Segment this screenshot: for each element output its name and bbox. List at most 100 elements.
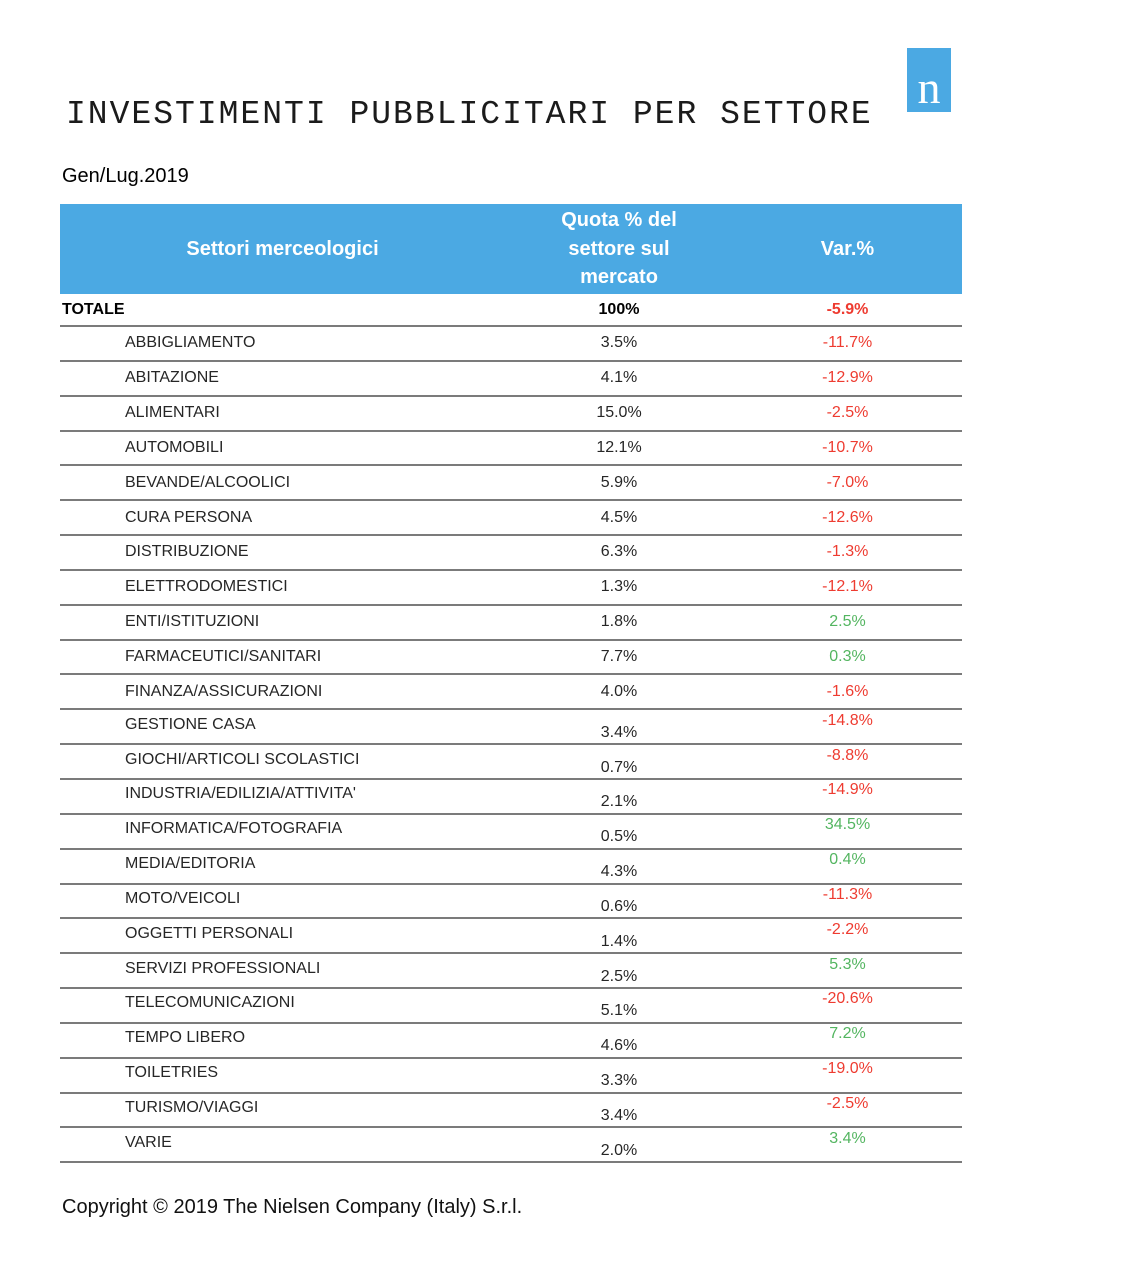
sector-name: TURISMO/VIAGGI [125,1098,259,1116]
table-row: MOTO/VEICOLI 0.6% -11.3% [60,885,962,920]
quota-value: 15.0% [596,404,642,422]
column-header-var: Var.% [820,237,875,260]
sector-name: MOTO/VEICOLI [125,889,241,907]
quota-value: 12.1% [596,438,642,456]
table-row: TURISMO/VIAGGI 3.4% -2.5% [60,1094,962,1129]
var-value: -12.6% [822,508,873,526]
column-header-quota: Quota % del settore sul mercato [561,209,677,289]
var-value: -1.6% [826,682,869,700]
sector-name: ABITAZIONE [125,369,219,387]
sector-name: INDUSTRIA/EDILIZIA/ATTIVITA' [125,785,356,803]
copyright: Copyright © 2019 The Nielsen Company (It… [62,1196,523,1218]
table-row: VARIE 2.0% 3.4% [60,1128,962,1164]
table-row: SERVIZI PROFESSIONALI 2.5% 5.3% [60,954,962,990]
sector-name: AUTOMOBILI [125,438,224,456]
sector-name: ABBIGLIAMENTO [125,334,256,352]
var-value: 7.2% [829,1025,866,1043]
quota-value: 0.6% [600,897,638,915]
quota-value: 1.8% [600,613,638,631]
var-value: -19.0% [822,1060,873,1078]
sector-name: FINANZA/ASSICURAZIONI [125,682,323,700]
quota-value: 0.5% [600,828,638,846]
var-value: 3.4% [829,1129,866,1147]
quota-value: 0.7% [600,758,638,776]
sector-name: FARMACEUTICI/SANITARI [125,648,322,666]
table-row: CURA PERSONA 4.5% -12.6% [60,501,962,537]
nielsen-logo: n [907,48,951,112]
table-row: INFORMATICA/FOTOGRAFIA 0.5% 34.5% [60,815,962,850]
var-value: -20.6% [822,990,873,1008]
quota-value: 5.9% [600,473,638,491]
var-value: 0.3% [829,648,866,666]
quota-value: 4.0% [600,682,638,700]
quota-value: 2.1% [600,793,638,811]
quota-value: 7.7% [600,648,638,666]
sector-name: TOILETRIES [125,1064,219,1082]
quota-value: 6.3% [600,543,638,561]
sector-name: INFORMATICA/FOTOGRAFIA [125,820,343,838]
quota-value: 1.4% [600,932,638,950]
sector-name: SERVIZI PROFESSIONALI [125,959,321,977]
page-title: INVESTIMENTI PUBBLICITARI PER SETTORE [66,96,873,133]
quota-value: 4.5% [600,508,638,526]
table-row: FARMACEUTICI/SANITARI 7.7% 0.3% [60,641,962,676]
table-row: GESTIONE CASA 3.4% -14.8% [60,710,962,746]
sector-name: GESTIONE CASA [125,715,256,733]
var-value: 0.4% [829,851,866,869]
table-header-row: Settori merceologici Quota % del settore… [60,204,962,294]
total-label: TOTALE [62,300,125,318]
var-value: 5.3% [829,955,866,973]
var-value: -1.3% [826,543,869,561]
var-value: -2.5% [826,404,869,422]
sector-name: OGGETTI PERSONALI [125,924,294,942]
var-value: -11.7% [822,334,873,352]
sector-name: ENTI/ISTITUZIONI [125,613,260,631]
table-row-total: TOTALE 100% -5.9% [60,294,962,327]
var-value: -14.8% [822,711,873,729]
sector-name: BEVANDE/ALCOOLICI [125,473,291,491]
total-quota-value: 100% [598,300,640,318]
var-value: -12.1% [822,578,873,596]
quota-value: 2.5% [600,967,638,985]
quota-value: 4.1% [600,369,638,387]
quota-value: 3.4% [600,1106,638,1124]
sector-table: Settori merceologici Quota % del settore… [60,204,962,1164]
table-row: ALIMENTARI 15.0% -2.5% [60,397,962,432]
table-row: TEMPO LIBERO 4.6% 7.2% [60,1024,962,1059]
table-row: BEVANDE/ALCOOLICI 5.9% -7.0% [60,466,962,502]
var-value: -14.9% [822,781,873,799]
var-value: -7.0% [826,473,869,491]
quota-value: 5.1% [600,1002,638,1020]
table-row: TELECOMUNICAZIONI 5.1% -20.6% [60,989,962,1024]
table-row: AUTOMOBILI 12.1% -10.7% [60,432,962,467]
table-row: GIOCHI/ARTICOLI SCOLASTICI 0.7% -8.8% [60,745,962,780]
quota-value: 2.0% [600,1141,638,1159]
total-var-value: -5.9% [826,300,869,318]
sector-name: VARIE [125,1133,172,1151]
quota-value: 3.4% [600,723,638,741]
table-row: ELETTRODOMESTICI 1.3% -12.1% [60,571,962,606]
sector-name: DISTRIBUZIONE [125,543,249,561]
quota-value: 1.3% [600,578,638,596]
sector-name: CURA PERSONA [125,508,253,526]
sector-name: MEDIA/EDITORIA [125,855,256,873]
table-row: ENTI/ISTITUZIONI 1.8% 2.5% [60,606,962,641]
table-row: INDUSTRIA/EDILIZIA/ATTIVITA' 2.1% -14.9% [60,780,962,815]
var-value: -10.7% [822,438,873,456]
var-value: 2.5% [829,613,866,631]
sector-name: TELECOMUNICAZIONI [125,994,295,1012]
var-value: -2.5% [826,1094,869,1112]
table-row: FINANZA/ASSICURAZIONI 4.0% -1.6% [60,675,962,711]
table-body: ABBIGLIAMENTO 3.5% -11.7% ABITAZIONE 4.1% -12… [60,327,962,1164]
nielsen-logo-letter: n [917,61,941,113]
table-row: OGGETTI PERSONALI 1.4% -2.2% [60,919,962,955]
sector-name: ALIMENTARI [125,404,220,422]
table-row: ABITAZIONE 4.1% -12.9% [60,362,962,397]
table-row: MEDIA/EDITORIA 4.3% 0.4% [60,850,962,885]
table-row: DISTRIBUZIONE 6.3% -1.3% [60,536,962,571]
var-value: -11.3% [822,885,873,903]
quota-value: 4.3% [600,863,638,881]
var-value: -12.9% [822,369,873,387]
quota-value: 4.6% [600,1037,638,1055]
